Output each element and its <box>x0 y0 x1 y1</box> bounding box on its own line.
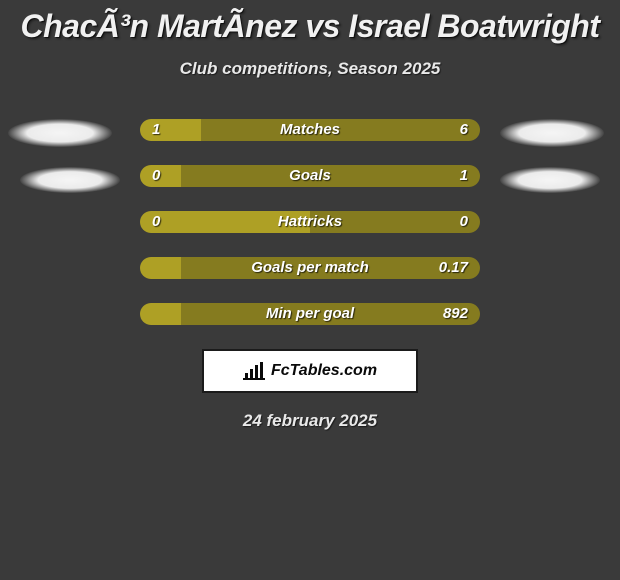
date-text: 24 february 2025 <box>0 411 620 431</box>
stat-row: 16Matches <box>140 119 480 141</box>
player-shadow <box>20 167 120 193</box>
page-title: ChacÃ³n MartÃ­nez vs Israel Boatwright <box>0 0 620 45</box>
player-shadow <box>500 167 600 193</box>
player-shadow <box>8 119 112 147</box>
brand-badge: FcTables.com <box>202 349 418 393</box>
stat-row: 00Hattricks <box>140 211 480 233</box>
stat-label: Goals per match <box>140 257 480 279</box>
stat-label: Matches <box>140 119 480 141</box>
stat-label: Min per goal <box>140 303 480 325</box>
stat-row: 0.17Goals per match <box>140 257 480 279</box>
stat-row: 01Goals <box>140 165 480 187</box>
player-shadow <box>500 119 604 147</box>
brand-text: FcTables.com <box>271 362 377 380</box>
stat-rows: 16Matches 01Goals 00Hattricks 0.17Goals per… <box>140 119 480 325</box>
page-subtitle: Club competitions, Season 2025 <box>0 59 620 79</box>
comparison-chart: 16Matches 01Goals 00Hattricks 0.17Goals per… <box>0 119 620 325</box>
stat-label: Goals <box>140 165 480 187</box>
stat-row: 892Min per goal <box>140 303 480 325</box>
bar-chart-icon <box>243 362 265 380</box>
stat-label: Hattricks <box>140 211 480 233</box>
